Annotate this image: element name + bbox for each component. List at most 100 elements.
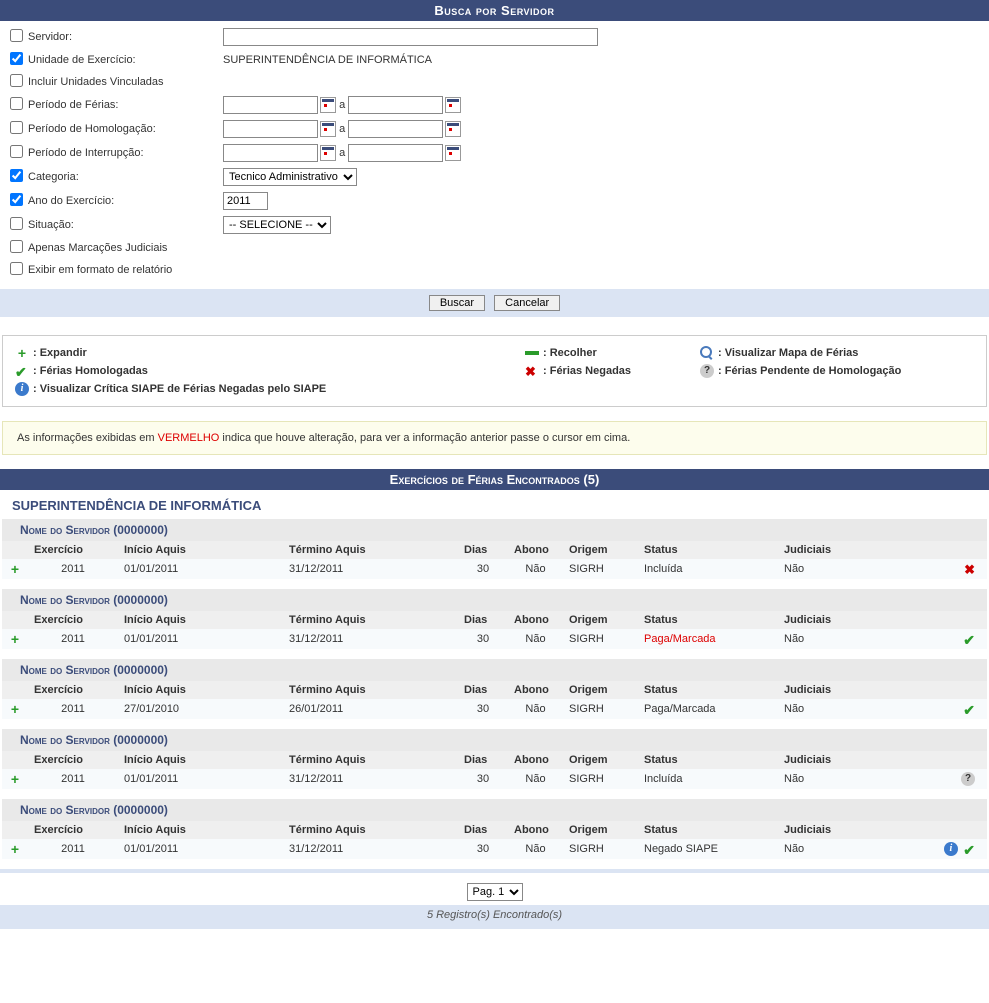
th-exercicio: Exercício [28, 681, 118, 699]
expand-icon[interactable]: + [8, 562, 22, 576]
calendar-icon[interactable] [320, 121, 336, 137]
th-termino: Término Aquis [283, 751, 458, 769]
server-block: Nome do Servidor (0000000) Exercício Iní… [2, 519, 987, 579]
cell-actions: ✖ [863, 559, 987, 579]
unidade-checkbox[interactable] [10, 52, 23, 65]
periodo-ferias-to[interactable] [348, 96, 443, 114]
cell-abono: Não [508, 699, 563, 719]
categoria-select[interactable]: Tecnico Administrativo [223, 168, 357, 186]
check-icon: ✔ [15, 364, 29, 378]
ano-label: Ano do Exercício: [28, 195, 223, 207]
plus-icon: + [15, 346, 29, 360]
th-abono: Abono [508, 541, 563, 559]
periodo-interrup-to[interactable] [348, 144, 443, 162]
situacao-select[interactable]: -- SELECIONE -- [223, 216, 331, 234]
cell-exercicio: 2011 [28, 699, 118, 719]
servidor-input[interactable] [223, 28, 598, 46]
th-abono: Abono [508, 611, 563, 629]
table-row: + 2011 01/01/2011 31/12/2011 30 Não SIGR… [2, 839, 987, 859]
periodo-interrup-checkbox[interactable] [10, 145, 23, 158]
cell-origem: SIGRH [563, 769, 638, 789]
cell-status: Paga/Marcada [638, 629, 778, 649]
periodo-homolog-to[interactable] [348, 120, 443, 138]
th-dias: Dias [458, 541, 508, 559]
cell-termino: 31/12/2011 [283, 559, 458, 579]
server-block: Nome do Servidor (0000000) Exercício Iní… [2, 659, 987, 719]
periodo-ferias-checkbox[interactable] [10, 97, 23, 110]
data-table: Exercício Início Aquis Término Aquis Dia… [2, 541, 987, 579]
table-row: + 2011 27/01/2010 26/01/2011 30 Não SIGR… [2, 699, 987, 719]
results-title: Exercícios de Férias Encontrados (5) [0, 469, 989, 490]
th-exercicio: Exercício [28, 611, 118, 629]
cell-judiciais: Não [778, 559, 863, 579]
question-icon[interactable]: ? [961, 772, 975, 786]
cell-exercicio: 2011 [28, 839, 118, 859]
th-origem: Origem [563, 681, 638, 699]
server-block: Nome do Servidor (0000000) Exercício Iní… [2, 799, 987, 859]
categoria-checkbox[interactable] [10, 169, 23, 182]
periodo-homolog-checkbox[interactable] [10, 121, 23, 134]
expand-icon[interactable]: + [8, 702, 22, 716]
cell-exercicio: 2011 [28, 559, 118, 579]
expand-icon[interactable]: + [8, 842, 22, 856]
cell-actions: ✔ [863, 629, 987, 649]
cell-inicio: 01/01/2011 [118, 769, 283, 789]
check-icon[interactable]: ✔ [961, 702, 975, 716]
th-dias: Dias [458, 821, 508, 839]
ano-input[interactable] [223, 192, 268, 210]
buscar-button[interactable]: Buscar [429, 295, 485, 311]
periodo-ferias-label: Período de Férias: [28, 99, 223, 111]
table-row: + 2011 01/01/2011 31/12/2011 30 Não SIGR… [2, 629, 987, 649]
check-icon[interactable]: ✔ [961, 632, 975, 646]
calendar-icon[interactable] [445, 97, 461, 113]
relatorio-checkbox[interactable] [10, 262, 23, 275]
table-row: + 2011 01/01/2011 31/12/2011 30 Não SIGR… [2, 559, 987, 579]
situacao-checkbox[interactable] [10, 217, 23, 230]
info-icon[interactable]: i [944, 842, 958, 856]
buttons-bar: Buscar Cancelar [0, 289, 989, 317]
cell-termino: 31/12/2011 [283, 629, 458, 649]
cell-judiciais: Não [778, 769, 863, 789]
th-dias: Dias [458, 681, 508, 699]
periodo-sep: a [339, 99, 345, 111]
th-abono: Abono [508, 821, 563, 839]
cell-status: Incluída [638, 559, 778, 579]
cell-status: Paga/Marcada [638, 699, 778, 719]
incluir-vinculadas-checkbox[interactable] [10, 74, 23, 87]
th-abono: Abono [508, 681, 563, 699]
calendar-icon[interactable] [320, 145, 336, 161]
calendar-icon[interactable] [445, 145, 461, 161]
calendar-icon[interactable] [320, 97, 336, 113]
th-termino: Término Aquis [283, 821, 458, 839]
cell-inicio: 01/01/2011 [118, 629, 283, 649]
th-inicio: Início Aquis [118, 611, 283, 629]
relatorio-label: Exibir em formato de relatório [28, 264, 172, 276]
calendar-icon[interactable] [445, 121, 461, 137]
servidor-checkbox[interactable] [10, 29, 23, 42]
th-inicio: Início Aquis [118, 821, 283, 839]
ano-checkbox[interactable] [10, 193, 23, 206]
expand-icon[interactable]: + [8, 632, 22, 646]
periodo-homolog-from[interactable] [223, 120, 318, 138]
legend-box: +: Expandir : Recolher : Visualizar Mapa… [2, 335, 987, 407]
x-icon[interactable]: ✖ [961, 562, 975, 576]
cell-abono: Não [508, 629, 563, 649]
periodo-ferias-from[interactable] [223, 96, 318, 114]
th-origem: Origem [563, 751, 638, 769]
expand-icon[interactable]: + [8, 772, 22, 786]
cancelar-button[interactable]: Cancelar [494, 295, 560, 311]
situacao-label: Situação: [28, 219, 223, 231]
data-table: Exercício Início Aquis Término Aquis Dia… [2, 681, 987, 719]
th-origem: Origem [563, 541, 638, 559]
cell-actions: ✔ [863, 699, 987, 719]
th-termino: Término Aquis [283, 681, 458, 699]
table-row: + 2011 01/01/2011 31/12/2011 30 Não SIGR… [2, 769, 987, 789]
search-title: Busca por Servidor [0, 0, 989, 21]
cell-judiciais: Não [778, 699, 863, 719]
marcacoes-jud-checkbox[interactable] [10, 240, 23, 253]
page-select[interactable]: Pag. 1 [467, 883, 523, 901]
periodo-interrup-from[interactable] [223, 144, 318, 162]
cell-status: Negado SIAPE [638, 839, 778, 859]
check-icon[interactable]: ✔ [961, 842, 975, 856]
server-block: Nome do Servidor (0000000) Exercício Iní… [2, 729, 987, 789]
